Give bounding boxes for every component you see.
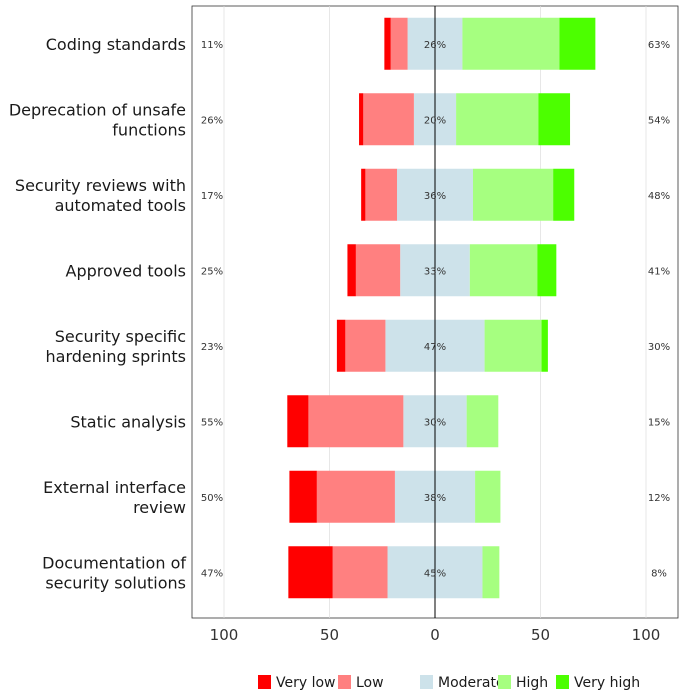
legend-label: High [516, 675, 548, 691]
bar-segment-very-low [347, 244, 356, 297]
right-pct-label: 30% [648, 342, 670, 353]
right-pct-label: 54% [648, 115, 670, 126]
legend: Very low Low Moderate High Very high [258, 675, 640, 691]
bar-segment-low [355, 244, 401, 297]
bar-segment-low [332, 546, 388, 599]
bar-segment-very-low [287, 395, 309, 448]
bar-segment-very-high [559, 17, 596, 70]
category-label: Static analysis [70, 412, 186, 431]
bar-segment-very-high [537, 244, 557, 297]
bar-segment-low [363, 93, 414, 146]
legend-label: Low [356, 675, 384, 691]
bar-segment-high [466, 395, 499, 448]
center-pct-label: 38% [424, 493, 446, 504]
bar-segment-low [316, 470, 395, 523]
center-pct-label: 45% [424, 568, 446, 579]
legend-swatch [258, 675, 271, 689]
bar-segment-very-high [541, 319, 548, 372]
legend-label: Very low [276, 675, 336, 691]
category-label: Documentation of security solutions [42, 553, 186, 592]
center-pct-label: 30% [424, 417, 446, 428]
x-tick-label: 100 [210, 626, 239, 644]
bar-segment-low [308, 395, 404, 448]
bar-segment-high [475, 470, 501, 523]
data-labels: 11% 26% 63% 26% 20% 54% 17% 36% 48% 25% 33% 41% 23% 4… [201, 40, 670, 580]
left-pct-label: 47% [201, 568, 223, 579]
bar-segment-high [456, 93, 539, 146]
bar-segment-very-low [359, 93, 364, 146]
legend-label: Very high [574, 675, 640, 691]
x-tick-label: 100 [632, 626, 661, 644]
bar-segment-very-low [288, 546, 333, 599]
category-label: Coding standards [46, 35, 186, 54]
x-tick-label: 50 [531, 626, 550, 644]
right-pct-label: 48% [648, 191, 670, 202]
bar-segment-very-low [336, 319, 346, 372]
bar-segment-low [345, 319, 386, 372]
right-pct-label: 41% [648, 266, 670, 277]
legend-swatch [338, 675, 351, 689]
bar-segment-very-high [553, 168, 575, 221]
bar-segment-high [469, 244, 538, 297]
category-label: Security specific hardening sprints [46, 327, 186, 366]
right-pct-label: 12% [648, 493, 670, 504]
left-pct-label: 50% [201, 493, 223, 504]
bar-segment-very-low [361, 168, 366, 221]
x-tick-label: 50 [320, 626, 339, 644]
category-label: Security reviews with automated tools [15, 176, 186, 215]
bar-segment-low [390, 17, 408, 70]
right-pct-label: 8% [651, 568, 667, 579]
x-tick-label: 0 [430, 626, 440, 644]
bar-segment-high [462, 17, 560, 70]
right-pct-label: 63% [648, 40, 670, 51]
category-label: Deprecation of unsafe functions [9, 100, 186, 139]
legend-label: Moderate [438, 675, 505, 691]
center-pct-label: 26% [424, 40, 446, 51]
x-axis-ticks: 100 50 0 50 100 [210, 626, 661, 644]
center-pct-label: 20% [424, 115, 446, 126]
category-label: External interface review [43, 478, 186, 517]
bar-segment-very-high [538, 93, 571, 146]
center-pct-label: 47% [424, 342, 446, 353]
right-pct-label: 15% [648, 417, 670, 428]
center-pct-label: 36% [424, 191, 446, 202]
left-pct-label: 11% [201, 40, 223, 51]
category-labels: Coding standards Deprecation of unsafe fun… [9, 35, 187, 593]
legend-swatch [556, 675, 569, 689]
legend-swatch [498, 675, 511, 689]
left-pct-label: 26% [201, 115, 223, 126]
bars [287, 17, 596, 599]
left-pct-label: 25% [201, 266, 223, 277]
bar-segment-high [482, 546, 500, 599]
left-pct-label: 23% [201, 342, 223, 353]
bar-segment-high [484, 319, 542, 372]
legend-swatch [420, 675, 433, 689]
center-pct-label: 33% [424, 266, 446, 277]
bar-segment-high [472, 168, 554, 221]
bar-segment-low [365, 168, 398, 221]
left-pct-label: 55% [201, 417, 223, 428]
left-pct-label: 17% [201, 191, 223, 202]
bar-segment-very-low [384, 17, 391, 70]
bar-segment-very-low [289, 470, 317, 523]
category-label: Approved tools [66, 261, 186, 280]
